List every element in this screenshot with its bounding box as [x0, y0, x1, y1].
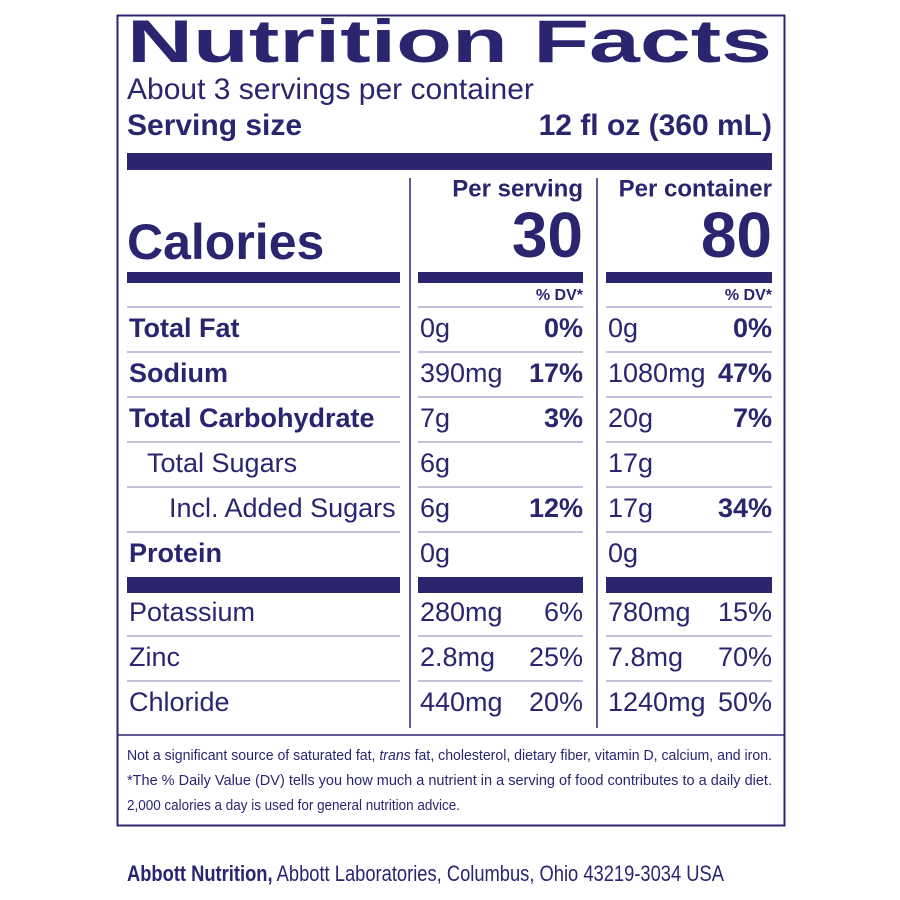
- daily-value: 12%: [529, 493, 583, 523]
- amount: 780mg: [608, 597, 691, 627]
- nutrient-name: Total Carbohydrate: [129, 403, 375, 433]
- daily-value: 0%: [544, 313, 583, 343]
- thick-bar: [606, 272, 772, 283]
- amount: 0g: [420, 538, 450, 568]
- nutrient-name: Chloride: [129, 687, 230, 717]
- dv-header: % DV*: [725, 287, 773, 304]
- nutrient-name: Incl. Added Sugars: [169, 493, 396, 523]
- daily-value: 20%: [529, 687, 583, 717]
- amount: 1080mg: [608, 358, 706, 388]
- footnote: Not a significant source of saturated fa…: [127, 748, 772, 764]
- column-header: Per container: [619, 175, 772, 202]
- amount: 280mg: [420, 597, 503, 627]
- amount: 6g: [420, 493, 450, 523]
- nutrient-name: Total Sugars: [147, 448, 297, 478]
- amount: 0g: [608, 313, 638, 343]
- servings: About 3 servings per container: [127, 73, 534, 106]
- amount: 1240mg: [608, 687, 706, 717]
- daily-value: 0%: [733, 313, 772, 343]
- amount: 7.8mg: [608, 642, 683, 672]
- daily-value: 6%: [544, 597, 583, 627]
- amount: 0g: [608, 538, 638, 568]
- title: Nutrition Facts: [127, 8, 772, 75]
- daily-value: 7%: [733, 403, 772, 433]
- thick-bar: [418, 577, 583, 593]
- daily-value: 25%: [529, 642, 583, 672]
- daily-value: 34%: [718, 493, 772, 523]
- serving-size-label: Serving size: [127, 109, 302, 142]
- nutrient-name: Zinc: [129, 642, 180, 672]
- footnote-part: fat, cholesterol, dietary fiber, vitamin…: [411, 748, 772, 764]
- daily-value: 70%: [718, 642, 772, 672]
- nutrient-name: Potassium: [129, 597, 255, 627]
- calories-value: 80: [701, 199, 772, 271]
- footer: Abbott Nutrition, Abbott Laboratories, C…: [127, 861, 724, 886]
- thick-bar: [606, 577, 772, 593]
- footer-company: Abbott Nutrition,: [127, 861, 273, 886]
- footer-address: Abbott Laboratories, Columbus, Ohio 4321…: [273, 861, 725, 886]
- amount: 17g: [608, 448, 653, 478]
- footnote-part: *The % Daily Value (DV) tells you how mu…: [127, 773, 772, 789]
- amount: 440mg: [420, 687, 503, 717]
- footnote: *The % Daily Value (DV) tells you how mu…: [127, 773, 772, 789]
- amount: 0g: [420, 313, 450, 343]
- thick-bar: [127, 577, 400, 593]
- amount: 2.8mg: [420, 642, 495, 672]
- amount: 17g: [608, 493, 653, 523]
- footnote-part: 2,000 calories a day is used for general…: [127, 798, 460, 814]
- column-header: Per serving: [452, 175, 583, 202]
- calories-value: 30: [512, 199, 583, 271]
- thick-bar: [418, 272, 583, 283]
- nutrient-name: Protein: [129, 538, 222, 568]
- footnote-part: trans: [379, 748, 410, 764]
- thick-bar: [127, 272, 400, 283]
- nutrient-name: Total Fat: [129, 313, 240, 343]
- dv-header: % DV*: [536, 287, 584, 304]
- nutrient-name: Sodium: [129, 358, 228, 388]
- thick-bar: [127, 153, 772, 170]
- calories-label: Calories: [127, 214, 324, 270]
- daily-value: 17%: [529, 358, 583, 388]
- amount: 390mg: [420, 358, 503, 388]
- daily-value: 50%: [718, 687, 772, 717]
- daily-value: 3%: [544, 403, 583, 433]
- daily-value: 47%: [718, 358, 772, 388]
- amount: 6g: [420, 448, 450, 478]
- amount: 20g: [608, 403, 653, 433]
- serving-size-value: 12 fl oz (360 mL): [539, 109, 772, 142]
- footnote-part: Not a significant source of saturated fa…: [127, 748, 379, 764]
- footnote: 2,000 calories a day is used for general…: [127, 798, 460, 814]
- amount: 7g: [420, 403, 450, 433]
- label-border: [116, 14, 786, 827]
- daily-value: 15%: [718, 597, 772, 627]
